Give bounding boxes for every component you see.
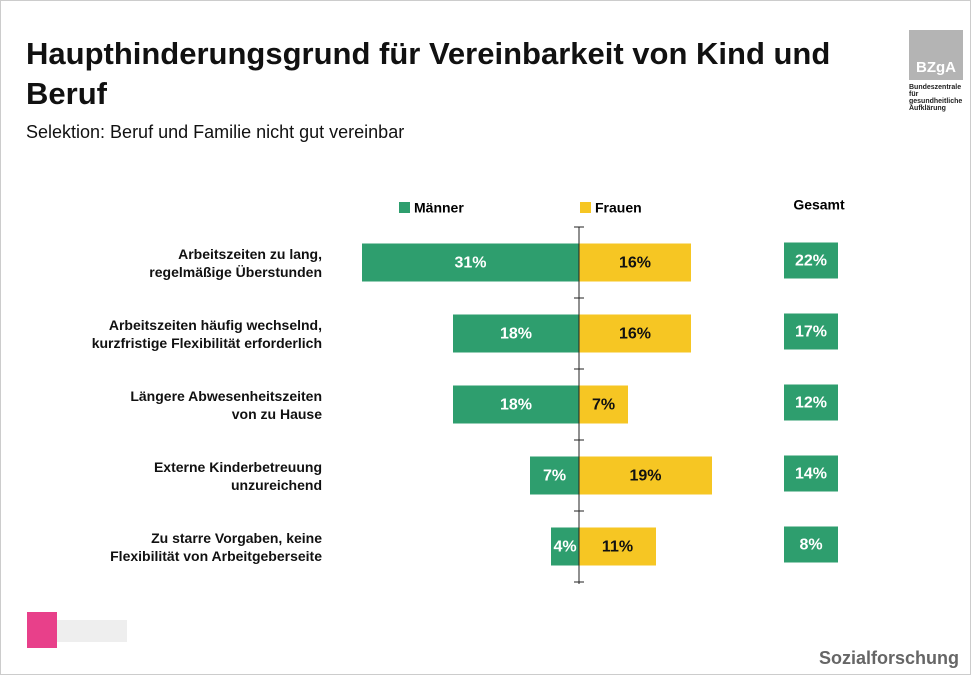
value-label: 11% bbox=[602, 539, 633, 556]
total-label: 8% bbox=[799, 537, 822, 554]
total-label: 22% bbox=[795, 253, 827, 270]
total-box bbox=[784, 242, 838, 279]
value-label: 19% bbox=[629, 468, 661, 485]
legend-label: Gesamt bbox=[793, 197, 845, 213]
total-box bbox=[784, 313, 838, 350]
value-label: 7% bbox=[543, 468, 566, 485]
total-box bbox=[784, 384, 838, 421]
bar bbox=[579, 243, 691, 282]
category-label: Externe Kinderbetreuung unzureichend bbox=[153, 458, 322, 493]
category-label: Zu starre Vorgaben, keine Flexibilität v… bbox=[110, 529, 322, 564]
bar bbox=[579, 314, 691, 353]
total-box bbox=[784, 526, 838, 563]
total-label: 14% bbox=[795, 466, 827, 483]
bottom-logo bbox=[57, 620, 127, 642]
bottom-logo bbox=[27, 612, 57, 648]
bar bbox=[453, 385, 579, 424]
bar bbox=[551, 527, 579, 566]
bar bbox=[362, 243, 579, 282]
subtitle: Selektion: Beruf und Familie nicht gut v… bbox=[26, 122, 405, 142]
title: Haupthinderungsgrund für Vereinbarkeit v… bbox=[26, 36, 831, 111]
value-label: 4% bbox=[553, 539, 576, 556]
total-label: 17% bbox=[795, 324, 827, 341]
logo-box bbox=[909, 30, 963, 80]
legend-swatch bbox=[399, 202, 410, 213]
value-label: 16% bbox=[619, 255, 651, 272]
bar bbox=[579, 385, 628, 424]
total-box bbox=[784, 455, 838, 492]
value-label: 18% bbox=[500, 397, 532, 414]
category-label: Arbeitszeiten zu lang, regelmäßige Übers… bbox=[149, 245, 322, 280]
value-label: 16% bbox=[619, 326, 651, 343]
legend-label: Frauen bbox=[595, 200, 642, 216]
value-label: 31% bbox=[454, 255, 486, 272]
bar bbox=[530, 456, 579, 495]
bar bbox=[579, 527, 656, 566]
category-label: Längere Abwesenheitszeiten von zu Hause bbox=[130, 387, 322, 422]
logo-text: Bundeszentrale für gesundheitliche Aufkl… bbox=[909, 84, 963, 112]
bar bbox=[579, 456, 712, 495]
bar bbox=[453, 314, 579, 353]
legend-label: Männer bbox=[414, 200, 464, 216]
footer: Sozialforschung bbox=[818, 648, 959, 668]
total-label: 12% bbox=[795, 395, 827, 412]
logo-mark: BZgA bbox=[916, 59, 956, 76]
legend-swatch bbox=[580, 202, 591, 213]
value-label: 18% bbox=[500, 326, 532, 343]
value-label: 7% bbox=[592, 397, 615, 414]
category-label: Arbeitszeiten häufig wechselnd, kurzfris… bbox=[91, 316, 322, 351]
